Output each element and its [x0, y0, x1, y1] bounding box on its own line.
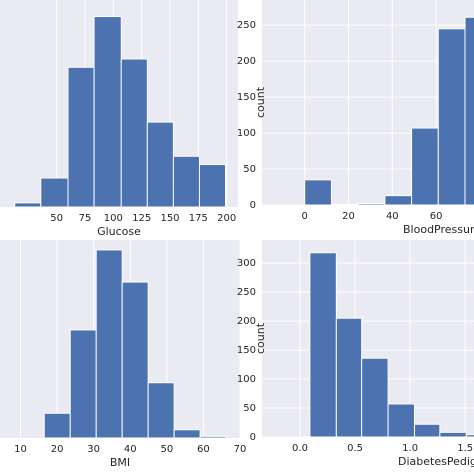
y-tick-label: 100 [237, 374, 256, 385]
histogram-bar [93, 16, 122, 207]
histogram-bar [67, 66, 95, 207]
y-tick-label: 150 [237, 92, 256, 103]
subplot: 0 20 40 60 0 50 100 150 200 250 BloodPressure count [237, 0, 474, 236]
x-tick-label: 0 [302, 211, 308, 222]
histogram-bar [414, 423, 441, 437]
histogram-bar [464, 16, 474, 205]
histogram-bar [437, 28, 466, 205]
subplot: 10 20 30 40 50 60 70 BMI [0, 240, 246, 469]
histogram-bar [439, 431, 467, 437]
histogram-bar [14, 202, 42, 207]
histogram-bar [121, 281, 149, 438]
x-axis-label: BloodPressure [403, 223, 474, 236]
subplot: 0.0 0.5 1.0 1.5 0 50 100 150 200 250 300 DiabetesPe… [237, 240, 474, 468]
histogram-bar [43, 412, 71, 438]
y-axis-label: count [254, 86, 267, 118]
x-tick-label: 175 [189, 213, 208, 224]
histogram-bar [304, 179, 332, 205]
x-tick-label: 1.5 [457, 443, 473, 454]
x-tick-label: 150 [160, 213, 179, 224]
x-tick-label: 0.5 [347, 443, 363, 454]
x-tick-label: 60 [430, 211, 443, 222]
histogram-bar [69, 329, 97, 438]
histogram-bar [309, 252, 337, 437]
x-tick-label: 10 [14, 444, 27, 455]
histogram-bar [330, 203, 359, 205]
plot-area [14, 0, 228, 207]
subplot: 50 75 100 125 150 175 200 Glucose [0, 0, 238, 238]
x-tick-label: 60 [197, 444, 210, 455]
plot-area [19, 240, 240, 438]
histogram-bar [357, 203, 386, 205]
histogram-bar [465, 434, 474, 437]
histogram-bar [95, 249, 123, 438]
histogram-bar [40, 177, 69, 207]
y-tick-label: 200 [237, 316, 256, 327]
histogram-bar [384, 195, 413, 205]
histogram-bar [199, 435, 227, 438]
x-tick-label: 0.0 [292, 443, 308, 454]
x-axis-label: BMI [110, 456, 130, 469]
y-tick-label: 0 [250, 432, 256, 443]
x-axis-label: Glucose [97, 225, 141, 238]
y-tick-label: 250 [237, 20, 256, 31]
x-tick-label: 40 [124, 444, 137, 455]
y-tick-label: 0 [250, 200, 256, 211]
histogram-bar [146, 121, 174, 207]
histogram-bar [172, 155, 200, 207]
histogram-bar [335, 317, 363, 437]
x-tick-label: 100 [104, 213, 123, 224]
x-axis-label: DiabetesPedigreeFunction [398, 455, 474, 468]
histogram-bar [173, 429, 201, 438]
y-tick-label: 50 [243, 403, 256, 414]
plot-area [262, 240, 474, 437]
y-tick-label: 200 [237, 56, 256, 67]
histogram-bar [147, 382, 175, 438]
y-tick-label: 250 [237, 287, 256, 298]
y-tick-label: 150 [237, 345, 256, 356]
y-tick-label: 300 [237, 258, 256, 269]
x-tick-label: 200 [217, 213, 236, 224]
histogram-bar [198, 164, 227, 207]
plot-area [262, 0, 474, 205]
x-tick-label: 75 [79, 213, 92, 224]
x-tick-label: 50 [160, 444, 173, 455]
x-tick-label: 30 [87, 444, 100, 455]
x-tick-label: 50 [50, 213, 63, 224]
y-tick-label: 100 [237, 128, 256, 139]
histogram-bar [361, 357, 389, 437]
histogram-bar [120, 58, 148, 207]
x-tick-label: 40 [386, 211, 399, 222]
histogram-bar [387, 403, 416, 437]
x-tick-label: 125 [132, 213, 151, 224]
x-tick-label: 70 [234, 444, 247, 455]
x-tick-label: 1.0 [402, 443, 418, 454]
x-tick-label: 20 [342, 211, 355, 222]
histogram-bar [411, 127, 439, 205]
y-axis-label: count [254, 322, 267, 354]
x-tick-label: 20 [51, 444, 64, 455]
y-tick-label: 50 [243, 164, 256, 175]
